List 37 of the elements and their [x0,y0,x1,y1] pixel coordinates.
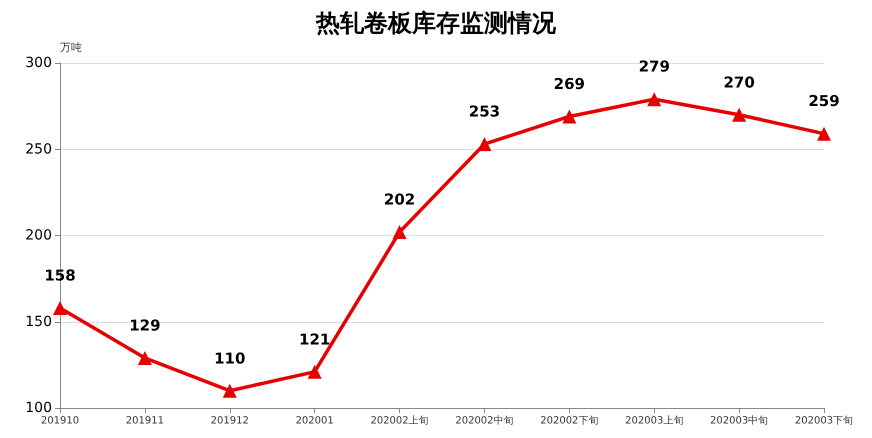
x-tick-label: 202003下旬 [794,414,854,426]
point [53,300,67,315]
x-tick-label: 202001 [296,416,334,426]
y-tick-label: 100 [25,400,52,416]
data-label: 270 [723,73,755,92]
data-label: 259 [808,92,840,110]
data-label: 269 [554,74,585,93]
x-tick-label: 202002中旬 [455,414,514,426]
x-tick-label: 202003上旬 [625,414,684,426]
point [817,126,831,141]
x-tick-label: 202002下旬 [540,414,598,426]
point [308,364,322,379]
point [222,384,237,398]
point [732,108,746,122]
data-label: 158 [44,266,76,284]
data-label: 202 [384,190,416,209]
point [392,225,407,240]
y-axis-title: 万吨 [60,41,82,54]
x-tick-label: 201911 [126,416,164,426]
point [477,137,492,152]
y-tick-label: 150 [25,314,52,330]
point [562,109,576,124]
data-label: 121 [299,330,330,348]
point [138,350,152,365]
chart-title: 热轧卷板库存监测情况 [315,9,557,37]
data-label: 253 [468,102,500,121]
x-tick-label: 202002上旬 [370,414,429,426]
y-tick-label: 300 [25,55,52,71]
data-label: 129 [129,316,161,334]
x-tick-label: 201910 [40,416,80,426]
data-label: 279 [638,58,670,76]
y-tick-label: 250 [25,141,52,158]
x-tick-label: 201912 [210,416,249,426]
point [647,92,662,106]
x-tick-label: 202003中旬 [710,414,768,426]
data-label: 110 [214,349,246,368]
y-tick-label: 200 [25,228,52,244]
